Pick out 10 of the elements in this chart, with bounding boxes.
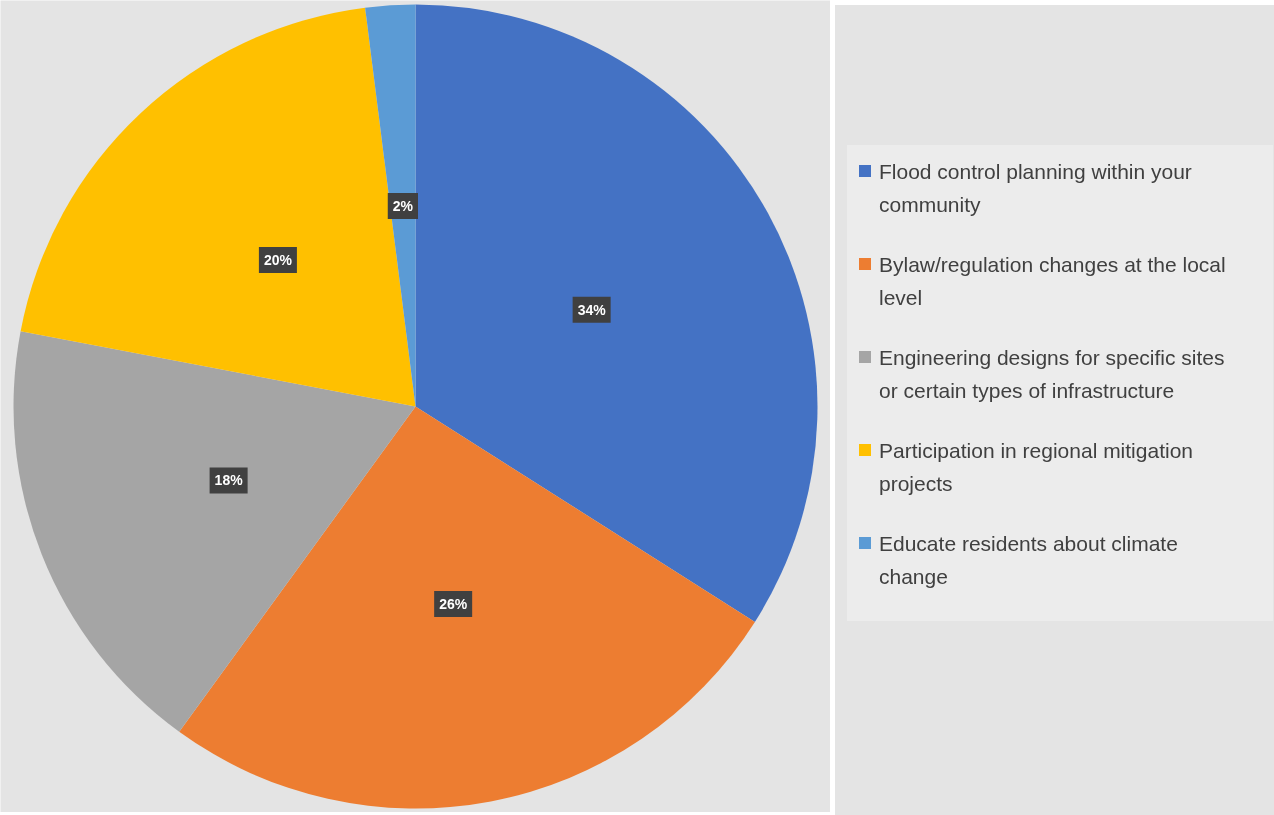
legend-label: Engineering designs for specific sites or certain types of infrastructure [879,345,1226,404]
legend-label: Educate residents about climate change [879,531,1179,590]
data-label: 18% [214,472,244,489]
legend-label: Bylaw/regulation changes at the local level [879,252,1227,311]
data-label: 34% [577,301,607,318]
data-label: 2% [392,197,414,214]
legend-label: Participation in regional mitigation projects [879,438,1194,497]
data-label: 20% [263,251,293,268]
data-label: 26% [439,595,468,612]
legend-label: Flood control planning within your community [879,159,1193,218]
